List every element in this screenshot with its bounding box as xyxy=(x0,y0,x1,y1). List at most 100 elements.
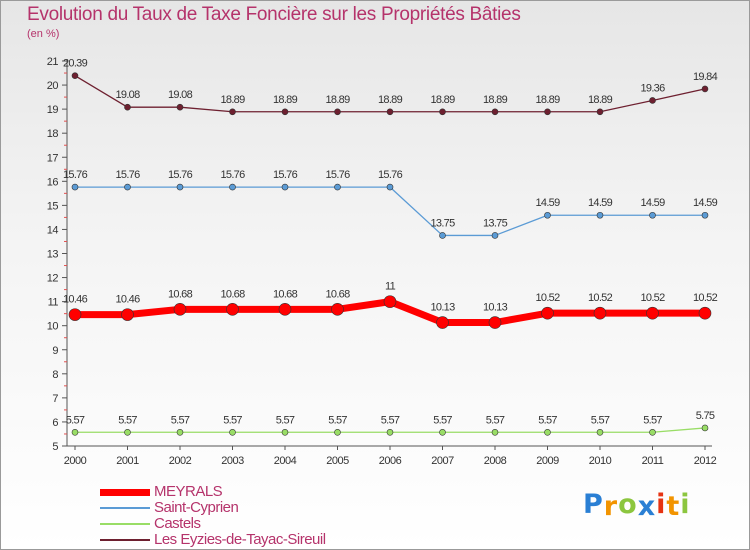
data-label-meyrals: 10.68 xyxy=(273,288,298,300)
data-label-meyrals: 10.68 xyxy=(168,288,193,300)
data-label-les-eyzies-de-tayac-sireuil: 19.08 xyxy=(168,89,193,101)
y-tick-label: 19 xyxy=(47,104,59,116)
data-point-les-eyzies-de-tayac-sireuil xyxy=(124,103,131,111)
data-label-saint-cyprien: 13.75 xyxy=(483,217,508,229)
data-point-les-eyzies-de-tayac-sireuil xyxy=(491,108,499,116)
x-tick-label: 2008 xyxy=(484,455,507,467)
data-point-castels xyxy=(386,428,394,436)
y-tick-label: 13 xyxy=(47,249,59,261)
data-label-saint-cyprien: 15.76 xyxy=(115,169,140,181)
logo-letter: P xyxy=(583,489,604,520)
data-label-les-eyzies-de-tayac-sireuil: 18.89 xyxy=(483,94,508,106)
data-point-castels xyxy=(701,424,709,432)
data-label-les-eyzies-de-tayac-sireuil: 18.89 xyxy=(273,94,298,106)
legend: MEYRALS Saint-Cyprien Castels Les Eyzies… xyxy=(100,484,326,548)
data-label-castels: 5.57 xyxy=(643,414,662,426)
data-label-meyrals: 10.46 xyxy=(115,294,140,306)
y-tick-label: 7 xyxy=(52,393,58,405)
data-label-les-eyzies-de-tayac-sireuil: 18.89 xyxy=(588,94,613,106)
x-tick-label: 2001 xyxy=(116,455,139,467)
y-tick-label: 20 xyxy=(47,80,59,92)
x-tick-label: 2004 xyxy=(274,455,297,467)
y-tick-label: 15 xyxy=(47,200,59,212)
data-point-les-eyzies-de-tayac-sireuil xyxy=(176,103,184,111)
data-point-les-eyzies-de-tayac-sireuil xyxy=(649,97,656,104)
data-point-les-eyzies-de-tayac-sireuil xyxy=(544,108,551,116)
y-tick-label: 18 xyxy=(47,128,59,140)
data-point-saint-cyprien xyxy=(334,183,341,191)
data-point-saint-cyprien xyxy=(491,232,499,239)
data-point-saint-cyprien xyxy=(176,183,184,191)
legend-label-les-eyzies: Les Eyzies-de-Tayac-Sireuil xyxy=(154,531,326,548)
data-label-castels: 5.57 xyxy=(118,414,137,426)
data-point-castels xyxy=(176,428,184,436)
data-label-saint-cyprien: 14.59 xyxy=(640,197,665,209)
data-point-meyrals xyxy=(541,306,554,320)
data-label-meyrals: 10.46 xyxy=(63,294,88,306)
legend-label-meyrals: MEYRALS xyxy=(154,483,223,500)
data-label-meyrals: 10.52 xyxy=(693,292,718,304)
legend-item-meyrals: MEYRALS xyxy=(100,484,326,500)
data-label-les-eyzies-de-tayac-sireuil: 18.89 xyxy=(378,94,403,106)
data-label-castels: 5.57 xyxy=(591,414,610,426)
data-label-saint-cyprien: 14.59 xyxy=(693,197,718,209)
logo-letter: i xyxy=(680,489,691,520)
data-point-castels xyxy=(71,428,79,436)
data-label-castels: 5.57 xyxy=(381,414,400,426)
data-label-meyrals: 10.52 xyxy=(640,292,665,304)
legend-item-les-eyzies: Les Eyzies-de-Tayac-Sireuil xyxy=(100,532,326,548)
data-label-saint-cyprien: 15.76 xyxy=(378,169,403,181)
x-tick-label: 2012 xyxy=(694,455,717,467)
data-label-castels: 5.57 xyxy=(171,414,190,426)
data-point-castels xyxy=(544,428,551,436)
data-label-les-eyzies-de-tayac-sireuil: 19.84 xyxy=(693,71,718,83)
data-point-meyrals xyxy=(698,306,712,320)
data-label-saint-cyprien: 14.59 xyxy=(588,197,613,209)
data-point-castels xyxy=(229,428,236,436)
data-point-les-eyzies-de-tayac-sireuil xyxy=(229,108,236,116)
y-tick-label: 17 xyxy=(47,152,59,164)
x-tick-label: 2009 xyxy=(536,455,559,467)
y-tick-label: 16 xyxy=(47,176,59,188)
x-tick-label: 2000 xyxy=(64,455,87,467)
logo-letter: i xyxy=(656,489,667,520)
data-point-saint-cyprien xyxy=(124,183,131,191)
x-tick-label: 2002 xyxy=(169,455,192,467)
data-label-les-eyzies-de-tayac-sireuil: 18.89 xyxy=(325,94,350,106)
data-point-castels xyxy=(124,428,131,436)
data-label-les-eyzies-de-tayac-sireuil: 19.08 xyxy=(115,89,140,101)
logo-letter: o xyxy=(618,489,638,520)
chart-title: Evolution du Taux de Taxe Foncière sur l… xyxy=(27,4,521,25)
data-point-meyrals xyxy=(173,303,187,316)
data-point-les-eyzies-de-tayac-sireuil xyxy=(71,72,79,79)
data-label-meyrals: 10.68 xyxy=(325,288,350,300)
data-point-meyrals xyxy=(278,303,292,316)
data-point-les-eyzies-de-tayac-sireuil xyxy=(281,108,289,116)
line-chart: 5 6 7 8 9 10 11 12 13 14 15 16 17 18 19 20 21 2000 2001 200… xyxy=(47,56,719,467)
data-point-saint-cyprien xyxy=(229,183,236,191)
legend-label-castels: Castels xyxy=(154,515,201,532)
data-label-castels: 5.57 xyxy=(66,414,85,426)
data-label-les-eyzies-de-tayac-sireuil: 18.89 xyxy=(220,94,245,106)
data-point-meyrals xyxy=(68,308,82,321)
legend-swatch-saint-cyprien xyxy=(100,507,150,509)
data-label-saint-cyprien: 15.76 xyxy=(273,169,298,181)
data-point-meyrals xyxy=(121,308,134,321)
data-label-saint-cyprien: 15.76 xyxy=(325,169,350,181)
data-point-saint-cyprien xyxy=(71,183,79,191)
logo-letter: r xyxy=(603,491,619,522)
data-label-castels: 5.75 xyxy=(696,410,715,422)
data-point-meyrals xyxy=(226,303,239,316)
data-label-meyrals: 10.68 xyxy=(220,288,245,300)
data-point-meyrals xyxy=(646,306,659,320)
proxiti-logo: Proxiti xyxy=(583,489,691,522)
data-point-castels xyxy=(596,428,604,436)
logo-letter: x xyxy=(637,491,657,522)
data-label-les-eyzies-de-tayac-sireuil: 18.89 xyxy=(430,94,455,106)
data-point-saint-cyprien xyxy=(596,211,604,219)
series-line-saint-cyprien xyxy=(75,186,705,237)
data-point-les-eyzies-de-tayac-sireuil xyxy=(701,85,709,93)
data-label-meyrals: 10.52 xyxy=(588,292,613,304)
y-tick-label: 9 xyxy=(52,345,58,357)
